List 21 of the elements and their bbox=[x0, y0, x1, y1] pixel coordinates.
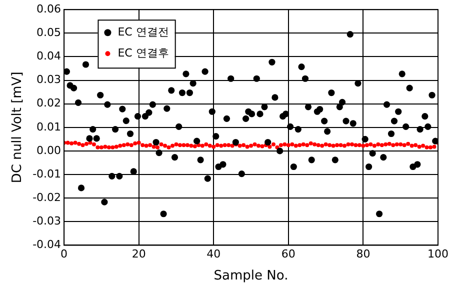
y-tick-label: 0.00 bbox=[36, 144, 62, 157]
x-tick-label: 40 bbox=[206, 248, 221, 261]
y-tick-label: -0.04 bbox=[32, 238, 62, 252]
y-tick-label: -0.01 bbox=[32, 167, 62, 180]
y-tick-label: 0.05 bbox=[36, 26, 62, 40]
legend-label: EC 연결전 bbox=[118, 25, 169, 38]
y-tick-label: 0.01 bbox=[36, 120, 62, 134]
y-tick-label: 0.02 bbox=[36, 96, 62, 110]
x-tick-label: 100 bbox=[428, 248, 448, 261]
legend-label: EC 연결후 bbox=[118, 46, 169, 60]
y-tick-label: 0.03 bbox=[36, 73, 62, 86]
y-tick-label: 0.06 bbox=[36, 2, 62, 16]
y-tick-label: 0.04 bbox=[36, 50, 62, 63]
x-axis-title: Sample No. bbox=[214, 268, 288, 284]
y-tick-label: -0.02 bbox=[32, 190, 62, 204]
x-tick-label: 0 bbox=[60, 248, 68, 261]
x-tick-label: 20 bbox=[132, 248, 146, 261]
y-tick-label: -0.03 bbox=[32, 214, 62, 228]
y-axis-title: DC null Volt [mV] bbox=[10, 72, 26, 184]
x-tick-label: 80 bbox=[356, 248, 370, 261]
x-tick-label: 60 bbox=[281, 248, 296, 261]
